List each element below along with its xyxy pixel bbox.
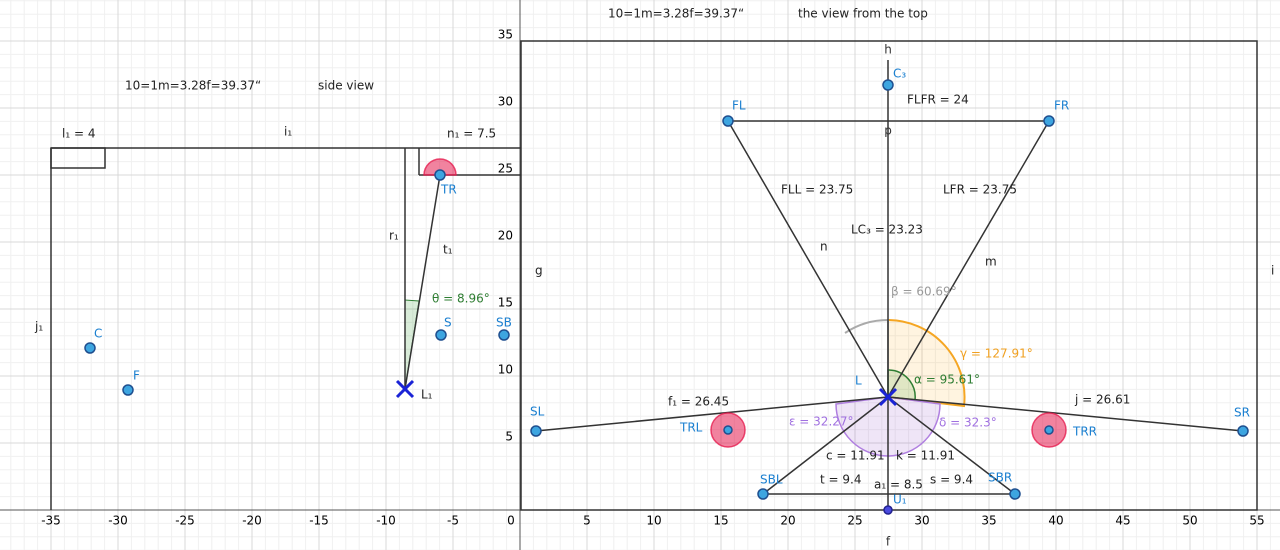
y-tick-label: 5: [505, 430, 513, 444]
x-tick-label: -30: [108, 514, 128, 528]
x-tick-label: 10: [646, 514, 661, 528]
label: side view: [318, 79, 374, 93]
point-label: U₁: [893, 493, 907, 507]
point-label: SL: [530, 405, 545, 419]
point-label: L₁: [421, 388, 433, 402]
label: r₁: [389, 229, 399, 243]
point-label: FL: [732, 99, 746, 113]
label: a₁ = 8.5: [874, 478, 923, 492]
y-tick-label: 10: [498, 363, 513, 377]
point-label: C: [94, 327, 102, 341]
label: t = 9.4: [820, 473, 861, 487]
label: β = 60.69°: [891, 285, 957, 299]
label: j₁: [34, 320, 43, 334]
x-tick-label: 5: [583, 514, 591, 528]
y-tick-label: 25: [498, 162, 513, 176]
y-tick-label: 30: [498, 95, 513, 109]
x-tick-label: -35: [41, 514, 61, 528]
point-label: SR: [1234, 406, 1250, 420]
texts: -35 -30 -25 -20 -15 -10 -5 0 5 10 15 20 25 30 35 40 45 50…: [34, 7, 1274, 549]
point-label: TRL: [679, 421, 703, 435]
x-tick-label: 50: [1182, 514, 1197, 528]
x-tick-label: 45: [1115, 514, 1130, 528]
label: θ = 8.96°: [432, 292, 490, 306]
label: 10=1m=3.28f=39.37“: [125, 79, 261, 93]
point-label: TRR: [1072, 425, 1097, 439]
x-tick-label: 35: [981, 514, 996, 528]
label: i: [1271, 264, 1274, 278]
shapes: [50, 40, 1258, 515]
label: m: [985, 255, 997, 269]
point-label: SBR: [988, 471, 1012, 485]
x-tick-label: -10: [376, 514, 396, 528]
x-tick-label: -25: [175, 514, 195, 528]
label: ε = 32.27°: [789, 415, 854, 429]
label: i₁: [284, 125, 292, 139]
point-label: SB: [496, 316, 512, 330]
x-tick-label: 15: [713, 514, 728, 528]
label: n₁ = 7.5: [447, 127, 496, 141]
point-label: FR: [1054, 99, 1069, 113]
point-label: L: [855, 374, 862, 388]
point-label: S: [444, 316, 452, 330]
label: n: [820, 240, 828, 254]
label: LFR = 23.75: [943, 183, 1017, 197]
label: LC₃ = 23.23: [851, 223, 923, 237]
point-label: F: [133, 369, 140, 383]
label: α = 95.61°: [914, 373, 980, 387]
point-label: TR: [440, 183, 457, 197]
x-tick-label: -15: [309, 514, 329, 528]
y-tick-label: 20: [498, 229, 513, 243]
label: δ = 32.3°: [939, 416, 997, 430]
x-tick-label: 40: [1048, 514, 1063, 528]
label: FLL = 23.75: [781, 183, 853, 197]
label: 10=1m=3.28f=39.37“: [608, 7, 744, 21]
x-tick-label: 55: [1249, 514, 1264, 528]
label: k = 11.91: [896, 449, 955, 463]
y-tick-label: 15: [498, 296, 513, 310]
x-tick-label: 30: [914, 514, 929, 528]
x-tick-label: 25: [847, 514, 862, 528]
label: j = 26.61: [1074, 393, 1130, 407]
label: the view from the top: [798, 7, 928, 21]
label: t₁: [443, 243, 453, 257]
label: f: [886, 535, 891, 549]
label: f₁ = 26.45: [668, 395, 729, 409]
x-tick-label: 20: [780, 514, 795, 528]
label: h: [884, 43, 892, 57]
label: s = 9.4: [930, 473, 973, 487]
x-tick-label: 0: [507, 514, 515, 528]
label: g: [535, 264, 543, 278]
point-label: C₃: [893, 67, 906, 81]
x-tick-label: -5: [447, 514, 459, 528]
y-tick-label: 35: [498, 28, 513, 42]
label: FLFR = 24: [907, 93, 969, 107]
label: l₁ = 4: [62, 127, 95, 141]
x-tick-label: -20: [242, 514, 262, 528]
point-label: SBL: [760, 473, 783, 487]
label: γ = 127.91°: [960, 347, 1033, 361]
label: p: [884, 124, 892, 138]
label: c = 11.91: [826, 449, 885, 463]
